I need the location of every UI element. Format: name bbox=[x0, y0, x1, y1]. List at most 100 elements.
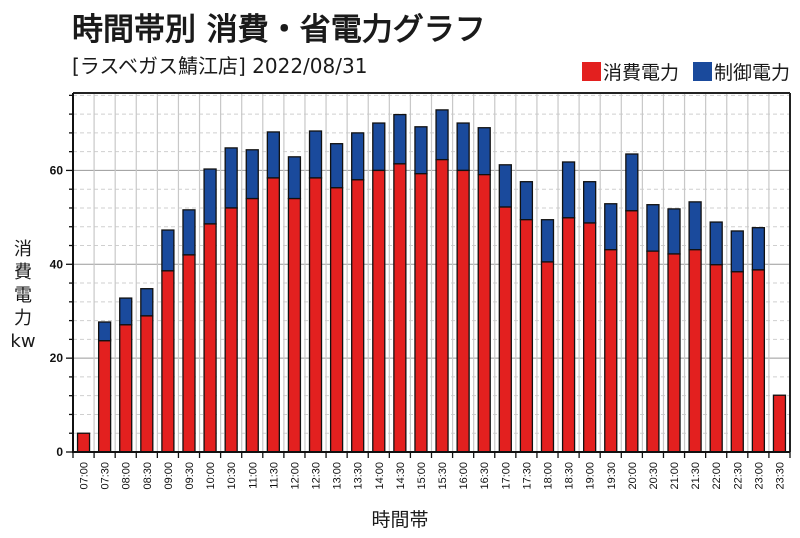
bar-consumption-13:00 bbox=[329, 187, 344, 453]
x-tick-label: 21:30 bbox=[690, 462, 702, 490]
legend-swatch-consumption bbox=[581, 62, 601, 81]
bar-control-19:30 bbox=[604, 203, 618, 251]
x-tick-label: 14:30 bbox=[395, 462, 407, 490]
bar-control-08:30 bbox=[140, 288, 154, 317]
bar-consumption-18:00 bbox=[540, 261, 555, 453]
legend: 消費電力 制御電力 bbox=[568, 58, 790, 85]
x-tick-label: 18:00 bbox=[542, 462, 554, 490]
y-axis-label-char: 電 bbox=[14, 285, 32, 306]
legend-label-control: 制御電力 bbox=[713, 62, 790, 84]
bar-control-18:00 bbox=[540, 219, 555, 263]
bar-consumption-19:30 bbox=[604, 249, 618, 453]
bar-control-22:00 bbox=[709, 221, 723, 266]
bar-consumption-16:30 bbox=[477, 174, 491, 453]
chart-subtitle: [ラスベガス鯖江店] 2022/08/31 bbox=[72, 54, 368, 78]
y-axis-label-char: 費 bbox=[14, 262, 32, 283]
chart-title: 時間帯別 消費・省電力グラフ bbox=[72, 12, 486, 48]
bar-control-14:00 bbox=[372, 122, 386, 172]
x-tick-label: 12:00 bbox=[289, 462, 301, 490]
legend-swatch-control bbox=[692, 62, 712, 81]
bar-consumption-10:00 bbox=[203, 223, 217, 453]
bar-consumption-09:30 bbox=[182, 254, 196, 453]
x-tick-label: 09:30 bbox=[184, 462, 196, 490]
x-tick-label: 15:30 bbox=[437, 462, 449, 490]
x-tick-label: 19:30 bbox=[606, 462, 618, 490]
bar-consumption-22:00 bbox=[709, 264, 723, 453]
bar-consumption-20:00 bbox=[625, 210, 639, 453]
x-tick-label: 20:00 bbox=[627, 462, 639, 490]
bar-consumption-09:00 bbox=[161, 270, 175, 453]
bar-control-21:30 bbox=[688, 201, 702, 251]
bar-control-14:30 bbox=[393, 113, 407, 165]
bar-control-08:00 bbox=[119, 297, 133, 326]
x-tick-label: 20:30 bbox=[648, 462, 660, 490]
bar-consumption-17:30 bbox=[519, 219, 534, 453]
bar-control-22:30 bbox=[730, 230, 744, 273]
y-axis-label: 消 費 電 力 kw bbox=[8, 238, 38, 353]
bar-consumption-12:30 bbox=[308, 177, 323, 453]
x-tick-label: 15:00 bbox=[416, 462, 428, 490]
bar-consumption-18:30 bbox=[561, 217, 576, 453]
x-tick-label: 18:30 bbox=[564, 462, 576, 490]
x-tick-label: 22:00 bbox=[711, 462, 723, 490]
y-tick-label: 60 bbox=[50, 163, 64, 177]
bar-consumption-10:30 bbox=[224, 207, 238, 453]
bar-consumption-22:30 bbox=[730, 271, 744, 453]
y-tick-label: 40 bbox=[50, 257, 64, 271]
bar-consumption-11:00 bbox=[245, 197, 259, 453]
x-tick-label: 17:30 bbox=[521, 462, 533, 490]
x-tick-label: 11:00 bbox=[247, 462, 259, 489]
x-tick-label: 07:30 bbox=[100, 462, 112, 490]
bar-consumption-08:30 bbox=[140, 315, 154, 453]
bar-consumption-13:30 bbox=[351, 179, 365, 453]
bar-control-17:00 bbox=[498, 164, 512, 208]
bar-consumption-23:30 bbox=[772, 394, 787, 453]
x-tick-label: 14:00 bbox=[374, 462, 386, 490]
bar-control-19:00 bbox=[583, 181, 597, 224]
x-tick-label: 12:30 bbox=[311, 462, 323, 490]
bar-control-16:00 bbox=[456, 122, 470, 172]
x-tick-label: 13:30 bbox=[353, 462, 365, 490]
x-tick-label: 16:00 bbox=[458, 462, 470, 490]
bar-consumption-20:30 bbox=[646, 250, 660, 453]
grid bbox=[73, 93, 790, 452]
x-tick-label: 23:30 bbox=[774, 462, 786, 490]
bar-control-18:30 bbox=[561, 161, 576, 219]
x-tick-label: 17:00 bbox=[500, 462, 512, 490]
bar-consumption-16:00 bbox=[456, 169, 470, 453]
bar-control-20:00 bbox=[625, 153, 639, 212]
x-tick-label: 08:30 bbox=[142, 462, 154, 490]
bar-control-23:00 bbox=[751, 227, 766, 271]
legend-label-consumption: 消費電力 bbox=[602, 62, 679, 84]
bar-consumption-17:00 bbox=[498, 206, 512, 453]
x-axis-label: 時間帯 bbox=[371, 509, 429, 531]
bar-control-11:30 bbox=[266, 131, 280, 179]
bar-control-15:00 bbox=[414, 126, 428, 175]
x-tick-label: 16:30 bbox=[479, 462, 491, 490]
x-tick-label: 10:30 bbox=[226, 462, 238, 490]
legend-item-control: 制御電力 bbox=[692, 58, 790, 85]
y-axis-label-unit: kw bbox=[10, 331, 36, 352]
bar-consumption-12:00 bbox=[287, 197, 302, 453]
bar-control-11:00 bbox=[245, 149, 259, 200]
x-tick-label: 13:00 bbox=[332, 462, 344, 490]
bar-control-16:30 bbox=[477, 127, 491, 176]
bar-consumption-08:00 bbox=[119, 324, 133, 453]
bar-control-20:30 bbox=[646, 204, 660, 252]
bar-control-15:30 bbox=[435, 109, 449, 161]
bar-consumption-15:30 bbox=[435, 158, 449, 453]
bar-consumption-23:00 bbox=[751, 269, 766, 453]
x-tick-label: 22:30 bbox=[732, 462, 744, 490]
x-tick-label: 21:00 bbox=[669, 462, 681, 490]
bar-control-07:30 bbox=[97, 321, 112, 342]
bar-control-12:30 bbox=[308, 130, 323, 179]
bar-control-21:00 bbox=[667, 208, 681, 255]
bar-control-10:30 bbox=[224, 147, 238, 209]
bar-consumption-07:30 bbox=[97, 340, 112, 453]
axes: 0 20 40 60 07:00 07:30 08:00 08:30 09:00 09:30 10:… bbox=[50, 92, 791, 490]
bar-control-09:00 bbox=[161, 229, 175, 272]
x-tick-label: 08:00 bbox=[121, 462, 133, 490]
legend-item-consumption: 消費電力 bbox=[581, 58, 679, 85]
x-tick-label: 11:30 bbox=[268, 462, 280, 489]
